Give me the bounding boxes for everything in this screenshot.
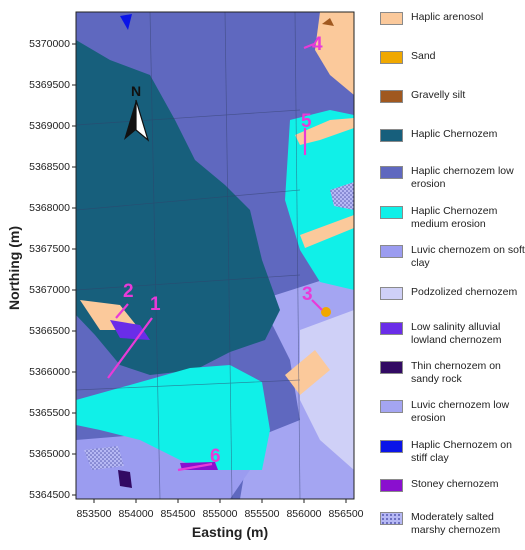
x-tick-label: 853500 (76, 508, 112, 520)
y-tick-label: 5366500 (29, 325, 70, 337)
soil-zone-marshy-east (330, 182, 354, 210)
legend-item: Haplic Chernozem medium erosion (380, 205, 525, 238)
y-tick-label: 5365500 (29, 407, 70, 419)
y-tick-label: 5367500 (29, 243, 70, 255)
legend-swatch (380, 479, 403, 492)
field-boundaries (76, 12, 301, 499)
x-tick-label: 854500 (160, 508, 196, 520)
legend-swatch (380, 322, 403, 335)
soil-zone-gravelly-silt (322, 18, 334, 26)
legend-item: Low salinity alluvial lowland chernozem (380, 321, 525, 354)
y-tick-label: 5369500 (29, 79, 70, 91)
legend-label: Haplic chernozem low erosion (411, 165, 514, 190)
soil-zone-arenosol-strip2 (295, 118, 354, 145)
y-tick-label: 5369000 (29, 120, 70, 132)
soil-zone-thin-chernozem (118, 470, 132, 488)
legend-swatch (380, 12, 403, 25)
legend-item: Sand (380, 50, 525, 83)
legend-item: Thin chernozem on sandy rock (380, 360, 525, 393)
soil-zone-podzolized (300, 310, 354, 470)
axis-ticks (72, 43, 347, 503)
legend-label: Haplic Chernozem medium erosion (411, 205, 498, 230)
site-label-4: 4 (312, 34, 323, 55)
site-label-6: 6 (210, 446, 221, 467)
map-frame (75, 11, 355, 500)
x-tick-label: 855000 (202, 508, 238, 520)
legend-label: Thin chernozem on sandy rock (411, 360, 501, 385)
legend-swatch (380, 287, 403, 300)
soil-zone-stiff-clay (120, 14, 132, 30)
legend-label: Luvic chernozem low erosion (411, 399, 510, 424)
legend-label: Haplic arenosol (411, 11, 484, 23)
x-tick-label: 856000 (286, 508, 322, 520)
site-label-3: 3 (302, 284, 313, 305)
legend-swatch (380, 512, 403, 525)
legend-swatch (380, 51, 403, 64)
legend-item: Luvic chernozem low erosion (380, 399, 525, 432)
legend-swatch (380, 166, 403, 179)
legend-swatch (380, 245, 403, 258)
legend-item: Haplic Chernozem (380, 128, 525, 161)
north-arrow: N (124, 83, 150, 142)
legend-item: Gravelly silt (380, 89, 525, 122)
x-tick-label: 856500 (328, 508, 364, 520)
legend-item: Luvic chernozem on soft clay (380, 244, 525, 277)
soil-zone-arenosol-strip (300, 215, 354, 248)
y-axis-title: Northing (m) (6, 226, 22, 310)
legend-item: Moderately salted marshy chernozem (380, 511, 525, 544)
legend-swatch (380, 206, 403, 219)
site-label-2: 2 (123, 281, 134, 302)
site-label-5: 5 (301, 111, 312, 132)
y-tick-label: 5368500 (29, 161, 70, 173)
legend-swatch (380, 129, 403, 142)
x-tick-label: 854000 (118, 508, 154, 520)
x-axis-title: Easting (m) (191, 524, 269, 540)
x-tick-label: 855500 (244, 508, 280, 520)
legend-label: Luvic chernozem on soft clay (411, 244, 525, 269)
soil-zone-sand (321, 307, 331, 317)
legend-swatch (380, 90, 403, 103)
legend-item: Stoney chernozem (380, 478, 525, 511)
legend-label: Podzolized chernozem (411, 286, 518, 298)
transects (107, 42, 323, 472)
legend-item: Haplic Chernozem on stiff clay (380, 439, 525, 472)
legend-item: Podzolized chernozem (380, 286, 525, 319)
legend-item: Haplic chernozem low erosion (380, 165, 525, 198)
y-tick-label: 5364500 (29, 489, 70, 501)
y-tick-label: 5365000 (29, 448, 70, 460)
legend-label: Gravelly silt (411, 89, 466, 101)
legend-label: Stoney chernozem (411, 478, 499, 490)
legend-label: Sand (411, 50, 436, 62)
legend-label: Haplic Chernozem on stiff clay (411, 439, 512, 464)
site-label-1: 1 (150, 294, 161, 315)
soil-zone-arenosol-north (315, 12, 354, 95)
y-tick-label: 5370000 (29, 38, 70, 50)
north-label: N (131, 83, 141, 99)
legend-swatch (380, 400, 403, 413)
legend-swatch (380, 361, 403, 374)
legend-swatch (380, 440, 403, 453)
y-tick-label: 5366000 (29, 366, 70, 378)
legend-label: Haplic Chernozem (411, 128, 498, 140)
y-tick-label: 5368000 (29, 202, 70, 214)
soil-zone-medium-erosion (76, 365, 270, 470)
legend-label: Moderately salted marshy chernozem (411, 511, 501, 536)
legend-label: Low salinity alluvial lowland chernozem (411, 321, 502, 346)
soil-zone-medium-erosion-east (285, 110, 354, 290)
soil-zone-arenosol-south (285, 350, 330, 395)
legend-item: Haplic arenosol (380, 11, 525, 44)
y-tick-label: 5367000 (29, 284, 70, 296)
soil-zone-marshy (84, 446, 124, 470)
